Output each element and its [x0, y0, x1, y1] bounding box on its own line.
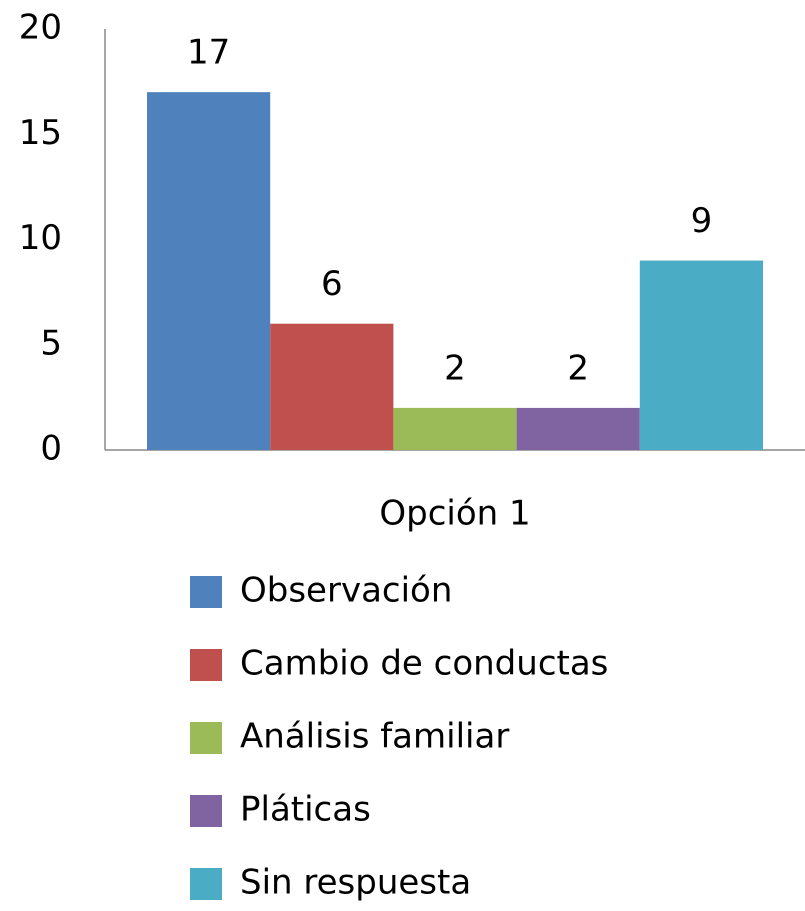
legend-label: Análisis familiar: [240, 717, 509, 757]
value-label: 9: [691, 201, 713, 241]
y-tick-label: 20: [19, 8, 62, 48]
bar: [270, 323, 394, 450]
legend-swatch: [190, 649, 222, 681]
y-tick-label: 15: [19, 113, 62, 153]
legend-swatch: [190, 795, 222, 827]
legend-label: Observación: [240, 571, 452, 611]
value-label: 17: [187, 33, 230, 73]
bar: [516, 407, 640, 450]
bar: [393, 407, 517, 450]
y-tick-label: 0: [40, 429, 62, 469]
legend-label: Cambio de conductas: [240, 644, 608, 684]
y-tick-label: 10: [19, 218, 62, 258]
value-label: 2: [567, 348, 589, 388]
legend-swatch: [190, 868, 222, 900]
legend-swatch: [190, 722, 222, 754]
value-label: 2: [444, 348, 466, 388]
y-tick-label: 5: [40, 323, 62, 363]
value-label: 6: [321, 264, 343, 304]
x-tick-label: Opción 1: [379, 494, 530, 534]
legend-label: Pláticas: [240, 790, 371, 830]
legend-swatch: [190, 576, 222, 608]
bar: [639, 260, 763, 450]
legend-label: Sin respuesta: [240, 863, 471, 903]
bar: [147, 92, 271, 451]
